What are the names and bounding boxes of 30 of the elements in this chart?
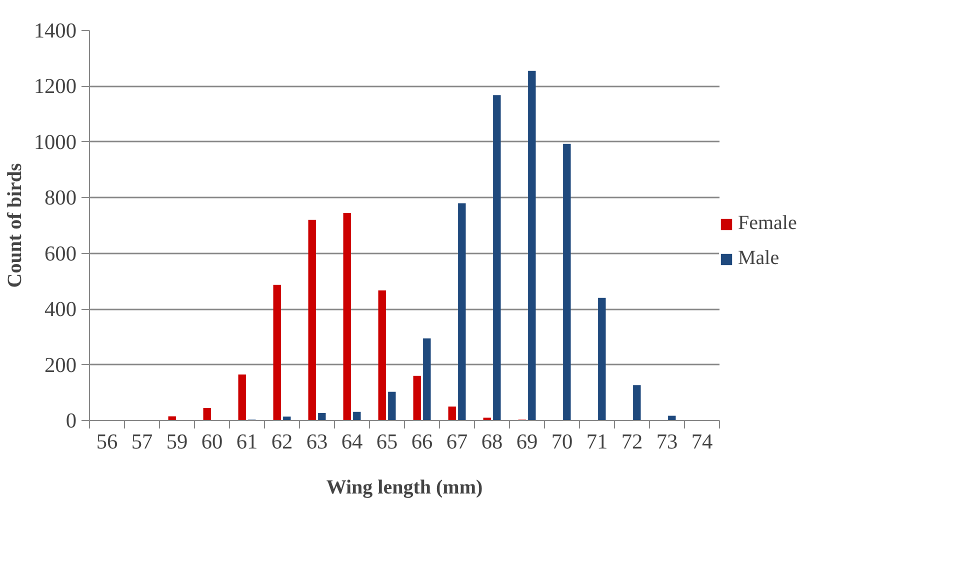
x-tick-label: 66 — [411, 430, 433, 454]
legend-label: Male — [738, 247, 780, 270]
x-tick-label: 70 — [551, 430, 573, 454]
x-tick-label: 65 — [376, 430, 398, 454]
x-tick-label: 74 — [691, 430, 713, 454]
y-tick-label: 1400 — [34, 18, 76, 42]
y-tick-label: 1000 — [34, 130, 76, 154]
x-tick-label: 64 — [341, 430, 363, 454]
x-tick-label: 73 — [656, 430, 678, 454]
x-tick-label: 59 — [166, 430, 188, 454]
y-axis-title: Count of birds — [4, 163, 26, 288]
y-tick-label: 400 — [44, 297, 77, 322]
legend-label: Female — [738, 212, 797, 235]
y-tick-label: 800 — [44, 186, 77, 210]
x-tick-label: 69 — [516, 430, 538, 454]
y-tick-label: 0 — [66, 408, 77, 432]
y-tick-label: 1200 — [34, 74, 76, 98]
x-axis-title: Wing length (mm) — [326, 476, 483, 498]
x-tick-label: 57 — [131, 430, 153, 454]
x-tick-label: 62 — [271, 430, 293, 454]
x-tick-label: 67 — [446, 430, 468, 454]
y-tick-label: 200 — [44, 352, 77, 377]
y-tick-label: 600 — [44, 241, 77, 266]
x-tick-label: 63 — [306, 430, 328, 454]
x-tick-label: 72 — [621, 430, 643, 454]
x-tick-label: 56 — [96, 430, 118, 454]
x-tick-label: 71 — [586, 430, 608, 454]
x-tick-label: 60 — [201, 430, 223, 454]
x-tick-label: 61 — [236, 430, 258, 454]
x-tick-label: 68 — [481, 430, 503, 454]
